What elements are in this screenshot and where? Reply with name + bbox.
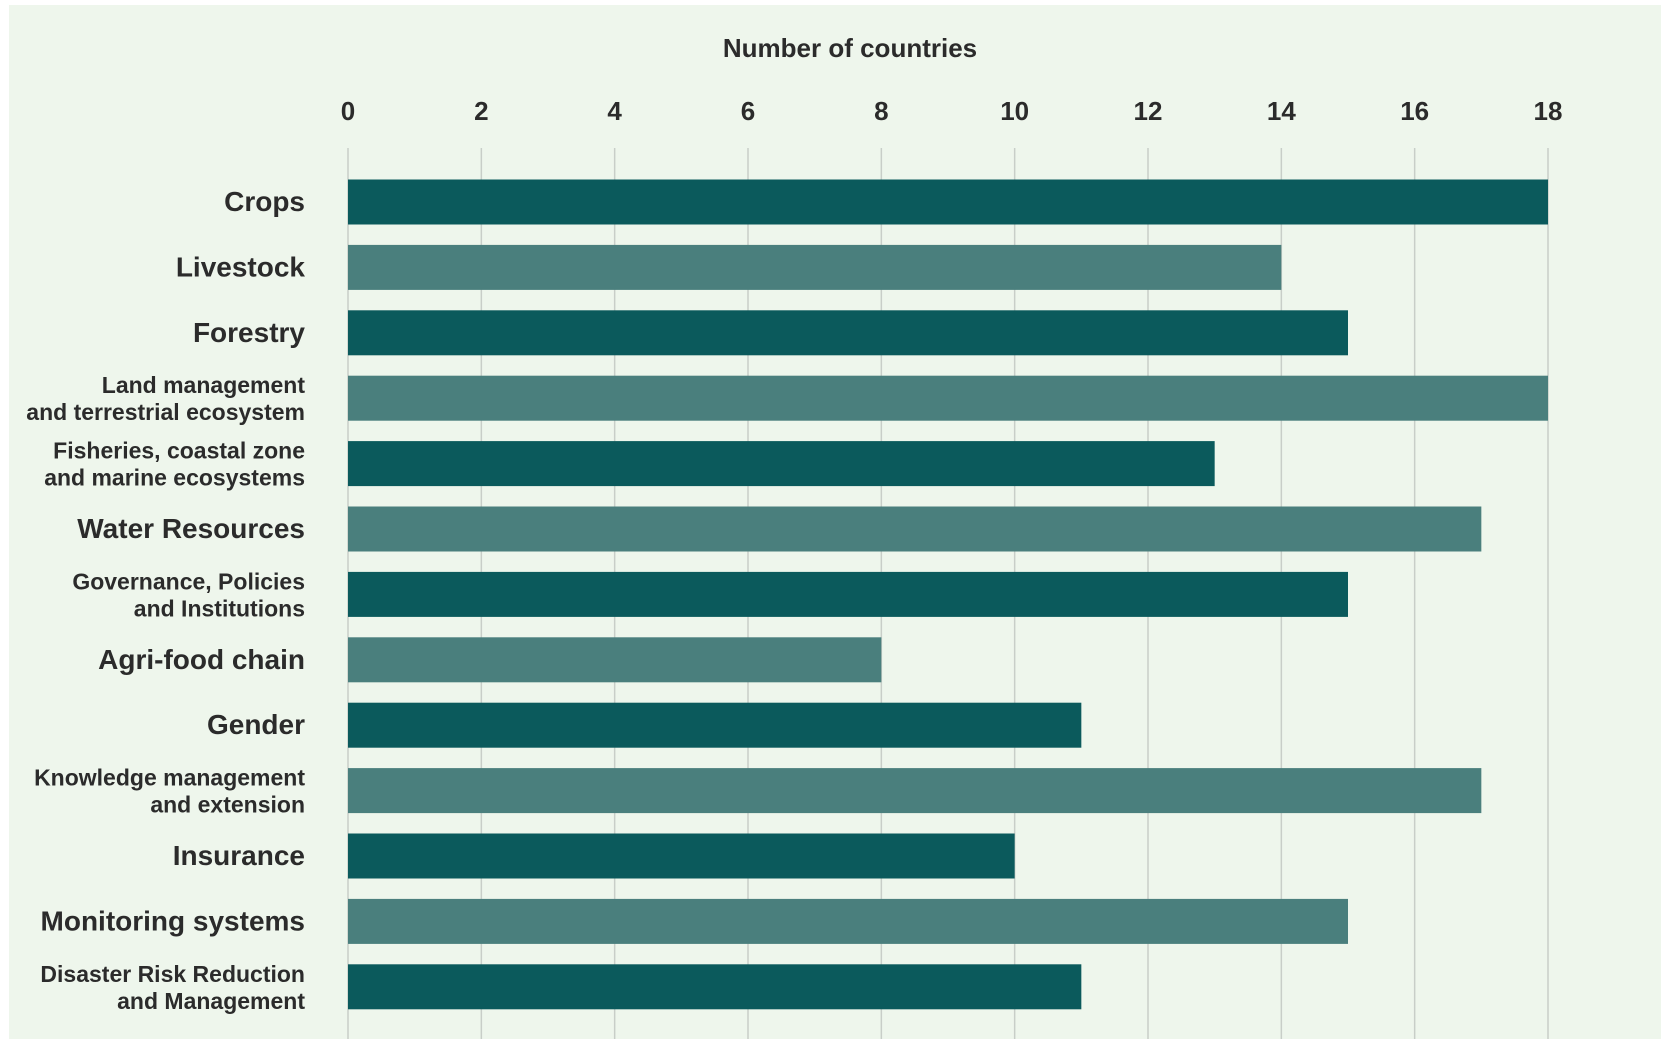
x-tick-label: 16 [1400,96,1429,126]
x-axis-label: Number of countries [723,33,977,63]
category-label: Agri-food chain [98,644,305,675]
category-label: Monitoring systems [41,905,305,936]
bar [348,244,1282,290]
category-label-line: Governance, Policies [72,568,305,594]
bar [348,637,882,683]
category-label-line: and terrestrial ecosystem [26,399,305,425]
category-label: Water Resources [77,513,305,544]
bar [348,702,1082,748]
category-label-line: Land management [102,372,306,398]
x-tick-label: 18 [1534,96,1563,126]
category-label-line: and extension [150,792,305,818]
bar [348,375,1548,421]
x-tick-label: 14 [1267,96,1296,126]
category-label-line: and Institutions [134,595,305,621]
x-tick-label: 0 [341,96,355,126]
category-label-line: and marine ecosystems [44,465,305,491]
bar [348,898,1348,944]
x-tick-label: 6 [741,96,755,126]
bar [348,833,1015,879]
category-label: Forestry [193,317,305,348]
category-label: Land management and terrestrial ecosystem [26,372,305,425]
bar [348,179,1548,225]
bar [348,441,1215,487]
bar [348,768,1482,814]
x-tick-label: 10 [1000,96,1029,126]
category-label: Knowledge management and extension [34,765,305,818]
bar [348,310,1348,356]
category-label-line: and Management [117,988,305,1014]
category-label: Livestock [176,251,306,282]
category-label-line: Fisheries, coastal zone [53,438,305,464]
x-tick-label: 4 [607,96,622,126]
x-tick-label: 8 [874,96,888,126]
category-label: Crops [224,186,305,217]
category-label: Governance, Policies and Institutions [72,568,305,621]
x-tick-label: 2 [474,96,488,126]
category-label-line: Disaster Risk Reduction [40,961,305,987]
category-label-line: Knowledge management [34,765,305,791]
bar [348,506,1482,552]
bar [348,571,1348,617]
bar [348,964,1082,1010]
category-label: Gender [207,709,305,740]
category-label: Disaster Risk Reduction and Management [40,961,305,1014]
category-label: Insurance [173,840,305,871]
x-tick-label: 12 [1134,96,1163,126]
category-label: Fisheries, coastal zone and marine ecosys… [44,438,305,491]
